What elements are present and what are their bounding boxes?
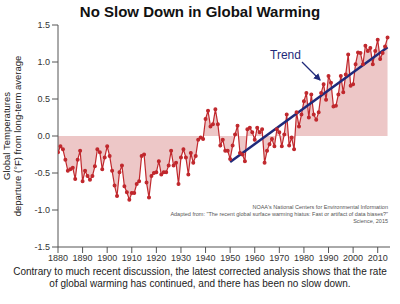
svg-text:1920: 1920	[146, 253, 166, 263]
svg-text:1950: 1950	[220, 253, 240, 263]
svg-text:0.5: 0.5	[37, 94, 50, 104]
html-text:Adapted from: "The recent glob: Adapted from: "The recent global surface…	[170, 211, 388, 217]
svg-text:1890: 1890	[73, 253, 93, 263]
svg-text:0.0: 0.0	[37, 131, 50, 141]
svg-text:1880: 1880	[48, 253, 68, 263]
html-text:NOAA's National Centers for En: NOAA's National Centers for Environmenta…	[252, 204, 388, 210]
svg-text:1.0: 1.0	[37, 57, 50, 67]
svg-text:1910: 1910	[122, 253, 142, 263]
svg-text:1990: 1990	[319, 253, 339, 263]
svg-text:1960: 1960	[245, 253, 265, 263]
svg-text:Global Temperaturesdeparture (: Global Temperaturesdeparture (°F) from l…	[8, 56, 23, 217]
svg-text:-1.5: -1.5	[34, 242, 50, 252]
html-text:Science, 2015: Science, 2015	[353, 218, 388, 224]
svg-text:1980: 1980	[294, 253, 314, 263]
svg-text:1.5: 1.5	[37, 20, 50, 30]
html-text:Trend: Trend	[270, 48, 301, 62]
svg-text:-1.0: -1.0	[34, 205, 50, 215]
svg-text:1930: 1930	[171, 253, 191, 263]
svg-text:1900: 1900	[97, 253, 117, 263]
svg-text:1970: 1970	[269, 253, 289, 263]
html-text:No Slow Down in Global Warming: No Slow Down in Global Warming	[79, 3, 321, 20]
svg-text:2000: 2000	[343, 253, 363, 263]
svg-text:2010: 2010	[368, 253, 388, 263]
svg-text:-0.5: -0.5	[34, 168, 50, 178]
svg-text:1940: 1940	[196, 253, 216, 263]
html-text:Contrary to much recent discus: Contrary to much recent discussion, the …	[13, 266, 387, 289]
